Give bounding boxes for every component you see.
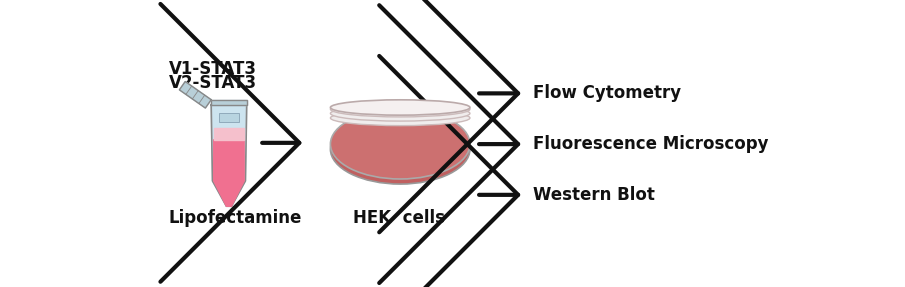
- Ellipse shape: [330, 110, 470, 126]
- Ellipse shape: [330, 109, 470, 179]
- Text: HEK  cells: HEK cells: [353, 209, 444, 227]
- Text: Fluorescence Microscopy: Fluorescence Microscopy: [533, 135, 769, 153]
- Text: Flow Cytometry: Flow Cytometry: [533, 84, 681, 102]
- Polygon shape: [214, 140, 244, 206]
- Ellipse shape: [330, 114, 470, 184]
- Polygon shape: [211, 105, 247, 206]
- Text: Lipofectamine: Lipofectamine: [168, 209, 302, 227]
- Polygon shape: [214, 128, 244, 140]
- Ellipse shape: [330, 102, 470, 117]
- Text: Western Blot: Western Blot: [533, 186, 655, 204]
- Polygon shape: [179, 82, 211, 108]
- FancyBboxPatch shape: [219, 113, 239, 122]
- Text: V1-STAT3: V1-STAT3: [168, 60, 257, 78]
- Text: V2-STAT3: V2-STAT3: [168, 74, 257, 92]
- Polygon shape: [211, 100, 247, 105]
- Ellipse shape: [330, 106, 470, 121]
- Ellipse shape: [330, 100, 470, 115]
